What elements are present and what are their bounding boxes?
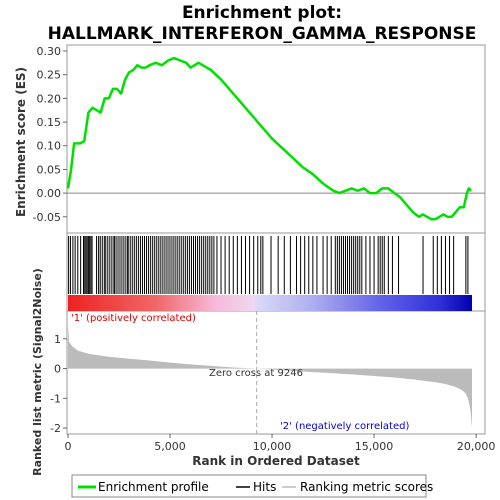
x-tick-label: 15,000 <box>355 440 394 453</box>
metric-tick-label: 1 <box>54 333 61 346</box>
x-tick-label: 10,000 <box>253 440 292 453</box>
positive-correlation-label: '1' (positively correlated) <box>71 313 196 324</box>
chart-title-line2: HALLMARK_INTERFERON_GAMMA_RESPONSE <box>48 24 477 44</box>
metric-tick-label: 0 <box>54 363 61 376</box>
es-tick-label: 0.00 <box>37 187 62 200</box>
x-tick-label: 5,000 <box>154 440 186 453</box>
metric-tick-label: -2 <box>50 422 61 435</box>
es-tick-label: 0.05 <box>37 163 62 176</box>
chart-title-line1: Enrichment plot: <box>182 3 342 23</box>
x-axis: 0 5,000 10,000 15,000 20,000 <box>65 434 496 453</box>
x-axis-title: Rank in Ordered Dataset <box>192 454 360 468</box>
es-tick-label: -0.05 <box>33 211 61 224</box>
hit-markers <box>68 236 469 294</box>
metric-y-axis: -2 -1 0 1 <box>50 333 67 435</box>
enrichment-profile-line <box>66 56 472 221</box>
metric-tick-label: -1 <box>50 392 61 405</box>
es-panel <box>66 44 486 234</box>
metric-axis-title: Ranked list metric (Signal2Noise) <box>31 268 44 476</box>
es-tick-label: 0.20 <box>37 92 62 105</box>
es-tick-label: 0.15 <box>37 116 62 129</box>
es-tick-label: 0.25 <box>37 69 62 82</box>
metric-area <box>68 323 472 429</box>
rank-color-bar <box>68 295 472 311</box>
negative-correlation-label: '2' (negatively correlated) <box>280 421 409 432</box>
es-axis-title: Enrichment score (ES) <box>14 67 28 217</box>
legend-hits-label: Hits <box>253 480 276 494</box>
x-tick-label: 0 <box>65 440 72 453</box>
legend-enrichment-label: Enrichment profile <box>98 480 209 494</box>
metric-area-path <box>68 323 472 429</box>
es-tick-label: 0.30 <box>37 45 62 58</box>
es-y-axis: -0.05 0.00 0.05 0.10 0.15 0.20 0.25 0.30 <box>33 45 67 224</box>
zero-cross-label: Zero cross at 9246 <box>209 368 303 379</box>
legend-box <box>71 474 427 498</box>
enrichment-profile-path <box>66 56 472 221</box>
x-tick-label: 20,000 <box>457 440 496 453</box>
es-tick-label: 0.10 <box>37 140 62 153</box>
legend-metric-label: Ranking metric scores <box>300 480 433 494</box>
